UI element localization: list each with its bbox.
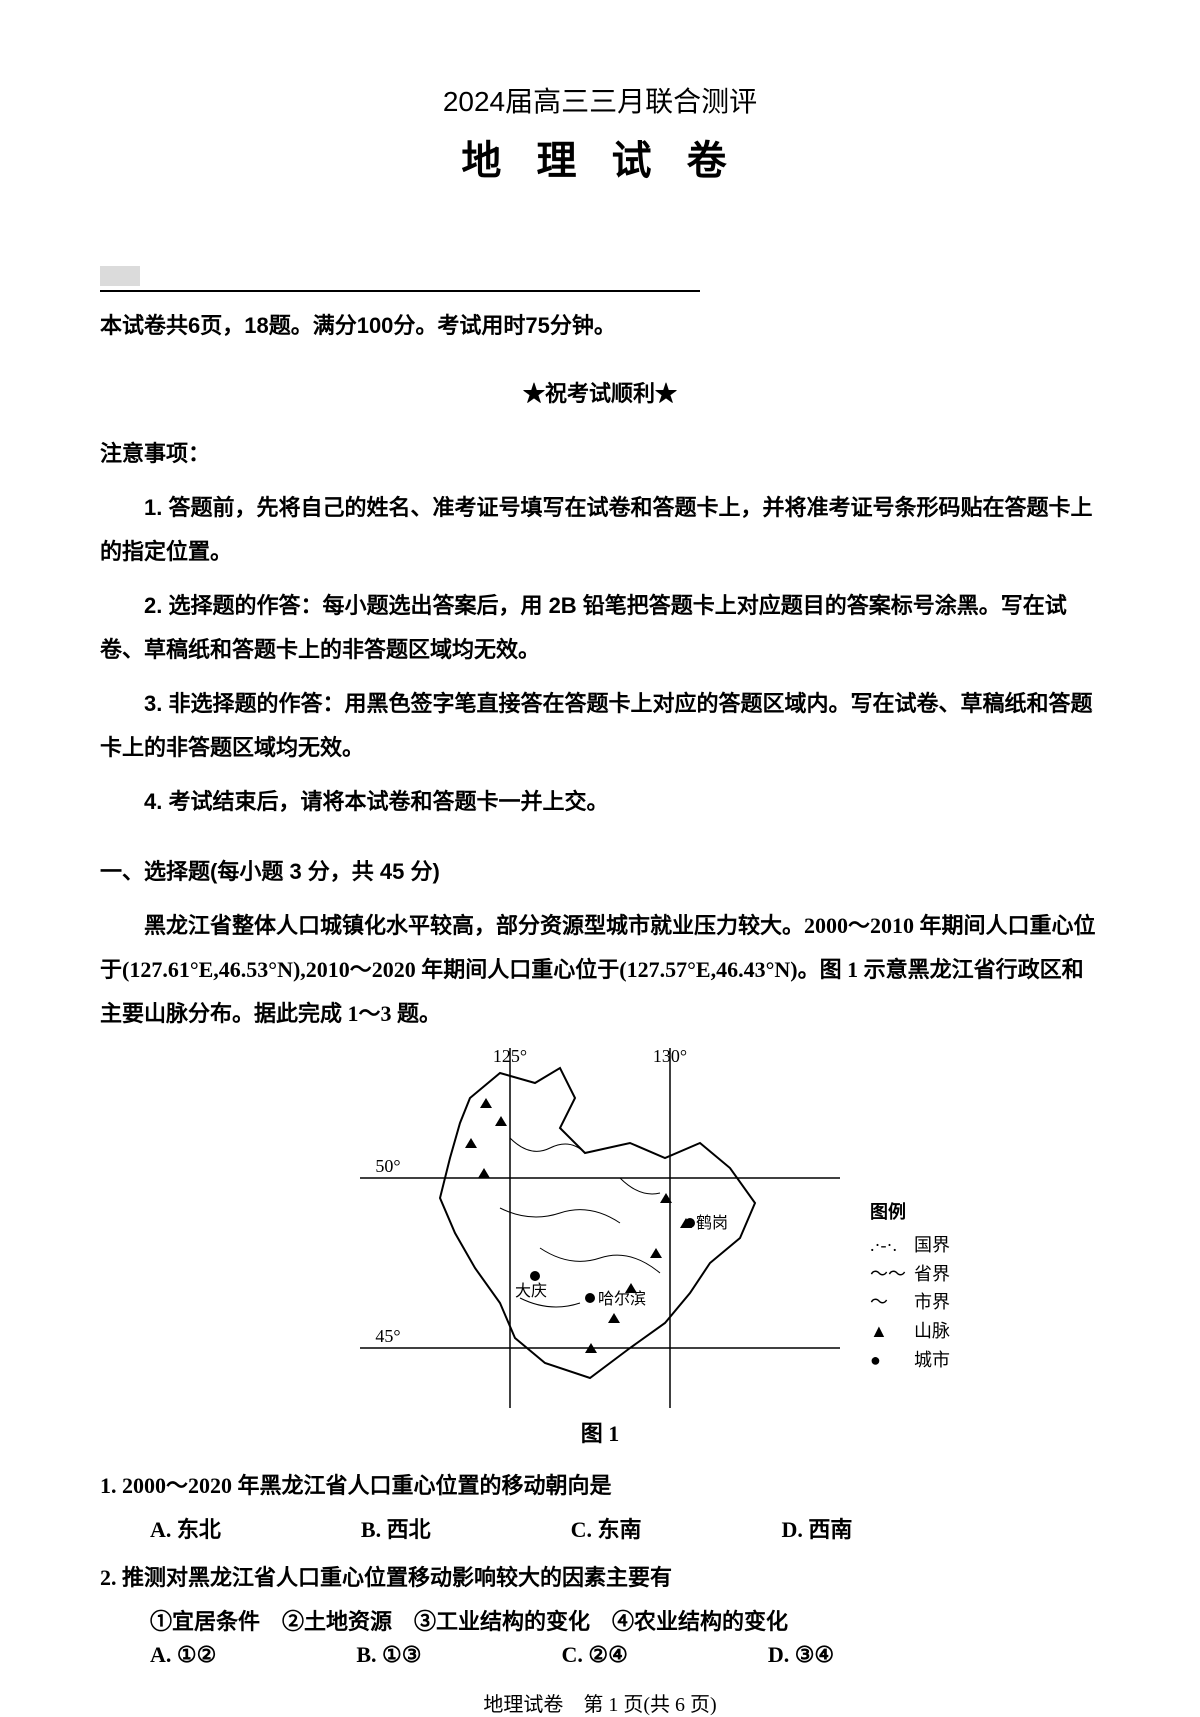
lon-label-130: 130° — [653, 1048, 687, 1066]
map-legend: 图例 .·-·.国界 ～～省界 ～市界 ▲山脉 ●城市 — [870, 1198, 950, 1375]
notice-heading: 注意事项： — [100, 436, 1100, 468]
lat-label-50: 50° — [375, 1156, 400, 1176]
notice-item-4: 4. 考试结束后，请将本试卷和答题卡一并上交。 — [100, 780, 1100, 824]
legend-label-city: 城市 — [914, 1346, 950, 1375]
question-1-stem: 1. 2000～2020 年黑龙江省人口重心位置的移动朝向是 — [100, 1464, 1100, 1508]
city-harbin-dot — [585, 1293, 595, 1303]
notice-item-2: 2. 选择题的作答：每小题选出答案后，用 2B 铅笔把答题卡上对应题目的答案标号… — [100, 584, 1100, 672]
subject-title: 地 理 试 卷 — [100, 128, 1100, 186]
legend-row-city-border: ～市界 — [870, 1288, 950, 1317]
lat-label-45: 45° — [375, 1326, 400, 1346]
legend-label-province: 省界 — [914, 1260, 950, 1289]
map-figure: 125° 130° 50° 45° 大庆 哈尔滨 — [360, 1048, 840, 1408]
legend-label-mountain: 山脉 — [914, 1317, 950, 1346]
q1-option-a: A. 东北 — [150, 1512, 221, 1544]
legend-row-mountain: ▲山脉 — [870, 1317, 950, 1346]
notice-item-1: 1. 答题前，先将自己的姓名、准考证号填写在试卷和答题卡上，并将准考证号条形码贴… — [100, 486, 1100, 574]
city-daqing-label: 大庆 — [515, 1282, 547, 1300]
exam-info: 本试卷共6页，18题。满分100分。考试用时75分钟。 — [100, 308, 1100, 340]
legend-row-national: .·-·.国界 — [870, 1231, 950, 1260]
notice-item-3: 3. 非选择题的作答：用黑色签字笔直接答在答题卡上对应的答题区域内。写在试卷、草… — [100, 682, 1100, 770]
city-daqing-dot — [530, 1271, 540, 1281]
question-2-stem: 2. 推测对黑龙江省人口重心位置移动影响较大的因素主要有 — [100, 1556, 1100, 1600]
divider-line — [100, 290, 700, 292]
header-title: 2024届高三三月联合测评 — [100, 80, 1100, 120]
q1-option-b: B. 西北 — [361, 1512, 431, 1544]
legend-title: 图例 — [870, 1198, 950, 1227]
section-heading: 一、选择题(每小题 3 分，共 45 分) — [100, 854, 1100, 886]
q2-option-d: D. ③④ — [768, 1642, 834, 1668]
question-2-options: A. ①② B. ①③ C. ②④ D. ③④ — [100, 1642, 1100, 1668]
q1-option-d: D. 西南 — [781, 1512, 852, 1544]
q2-option-b: B. ①③ — [356, 1642, 421, 1668]
q2-option-c: C. ②④ — [561, 1642, 627, 1668]
legend-label-national: 国界 — [914, 1231, 950, 1260]
map-caption: 图 1 — [100, 1416, 1100, 1448]
passage-text: 黑龙江省整体人口城镇化水平较高，部分资源型城市就业压力较大。2000～2010 … — [100, 904, 1100, 1036]
question-2-subline: ①宜居条件 ②土地资源 ③工业结构的变化 ④农业结构的变化 — [100, 1604, 1100, 1636]
map-svg: 125° 130° 50° 45° 大庆 哈尔滨 — [360, 1048, 840, 1408]
question-1-options: A. 东北 B. 西北 C. 东南 D. 西南 — [100, 1512, 1100, 1544]
lon-label-125: 125° — [493, 1048, 527, 1066]
legend-label-city-border: 市界 — [914, 1288, 950, 1317]
city-harbin-label: 哈尔滨 — [598, 1290, 646, 1308]
page-footer: 地理试卷 第 1 页(共 6 页) — [100, 1688, 1100, 1717]
q2-option-a: A. ①② — [150, 1642, 216, 1668]
city-hegang-label: 鹤岗 — [696, 1214, 728, 1232]
scan-artifact — [100, 266, 140, 286]
wish-line: ★祝考试顺利★ — [100, 376, 1100, 408]
q1-option-c: C. 东南 — [571, 1512, 642, 1544]
legend-row-province: ～～省界 — [870, 1260, 950, 1289]
mountain-symbols — [465, 1098, 692, 1353]
legend-row-city: ●城市 — [870, 1346, 950, 1375]
city-hegang-dot — [685, 1218, 695, 1228]
